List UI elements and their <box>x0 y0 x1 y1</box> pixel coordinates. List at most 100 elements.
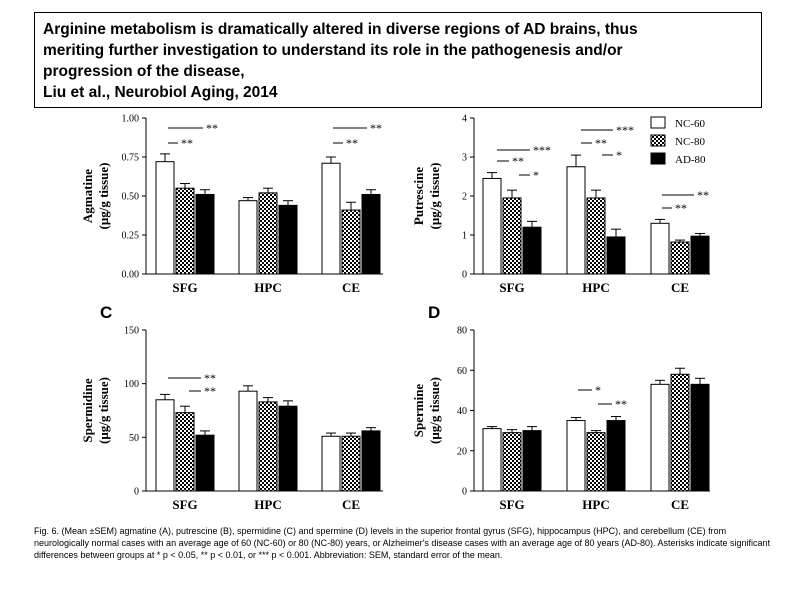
panel-b-bar <box>566 166 586 275</box>
panel-d-y-tick-label: 20 <box>457 446 467 457</box>
figure-caption: Fig. 6. (Mean ±SEM) agmatine (A), putres… <box>34 526 771 560</box>
panel-b-bar <box>606 236 626 275</box>
panel-a-bar <box>238 200 258 275</box>
panel-b-bar <box>522 226 542 275</box>
panel-d-y-tick-label: 80 <box>457 326 467 337</box>
panel-b-bar <box>690 235 710 275</box>
panel-d-bar <box>690 383 710 492</box>
panel-b-significance-label: ** <box>675 201 687 215</box>
panel-a-y-tick-label: 1.00 <box>122 114 140 125</box>
panel-c-bar <box>341 435 361 492</box>
panel-d-y-tick-label: 40 <box>457 406 467 417</box>
panel-d-y-axis-unit: (μg/g tissue) <box>427 377 442 444</box>
legend-swatch-nc-80 <box>650 134 666 147</box>
panel-d-bar <box>482 428 502 492</box>
panel-a-significance-label: ** <box>346 136 358 150</box>
panel-d-bar <box>606 420 626 492</box>
panel-a-x-tick-label: HPC <box>254 280 281 295</box>
panel-a-y-tick-label: 0.75 <box>122 153 140 164</box>
legend-label-ad-80: AD-80 <box>675 154 706 166</box>
panel-d-y-tick-label: 60 <box>457 366 467 377</box>
panel-c-significance-label: ** <box>204 384 216 398</box>
panel-c-bar <box>321 435 341 492</box>
panel-c-bar <box>175 412 195 492</box>
panel-a-y-tick-label: 0.50 <box>122 192 140 203</box>
panel-a-y-axis-label: Agmatine <box>80 169 95 223</box>
panel-b-significance-label: ** <box>512 154 524 168</box>
panel-c-x-tick-label: HPC <box>254 497 281 512</box>
panel-a-y-axis-unit: (μg/g tissue) <box>96 163 111 230</box>
panel-a-x-tick-label: CE <box>342 280 360 295</box>
panel-c-y-tick-label: 50 <box>129 433 139 444</box>
panel-b-y-axis-unit: (μg/g tissue) <box>427 163 442 230</box>
panel-d-bar <box>502 432 522 492</box>
panel-a-y-tick-label: 0.00 <box>122 270 140 281</box>
panel-d-bar <box>670 373 690 492</box>
panel-d-y-axis-label: Spermine <box>411 384 426 438</box>
panel-a-x-tick-label: SFG <box>172 280 197 295</box>
panel-c-y-axis-label: Spermidine <box>80 378 95 443</box>
legend-label-nc-60: NC-60 <box>675 118 705 130</box>
panel-a-significance-label: ** <box>181 136 193 150</box>
panel-d-x-tick-label: HPC <box>582 497 609 512</box>
panel-d-significance-label: * <box>595 383 601 397</box>
title-line-1: Arginine metabolism is dramatically alte… <box>43 21 638 38</box>
panel-b-significance-label: *** <box>616 123 634 137</box>
panel-b-significance-label: ** <box>595 136 607 150</box>
panel-d-bar <box>566 420 586 492</box>
panel-c-y-tick-label: 150 <box>124 326 139 337</box>
panel-a-bar <box>341 209 361 275</box>
panel-d-bar <box>522 430 542 492</box>
panel-b-y-tick-label: 1 <box>462 231 467 242</box>
panel-a-bar <box>155 161 175 275</box>
panel-c-bar <box>361 430 381 492</box>
panel-b-bar <box>586 197 606 275</box>
panel-b-y-tick-label: 2 <box>462 192 467 203</box>
panel-b-significance-label: *** <box>533 143 551 157</box>
panel-b-bar <box>482 177 502 275</box>
panel-a-significance-label: ** <box>206 121 218 135</box>
panel-a-bar <box>278 204 298 275</box>
panel-d-bar <box>650 383 670 492</box>
panel-b-y-axis-label: Putrescine <box>411 167 426 225</box>
panel-a-significance-label: ** <box>370 121 382 135</box>
panel-b-significance-label: ** <box>697 188 709 202</box>
panel-c-bar <box>278 405 298 492</box>
panel-c-bar <box>195 434 215 492</box>
figure-title-box: Arginine metabolism is dramatically alte… <box>34 12 762 108</box>
panel-b-bar <box>502 197 522 275</box>
panel-d-letter: D <box>428 303 440 322</box>
panel-a-bar <box>321 162 341 275</box>
title-line-3: progression of the disease, <box>43 63 245 80</box>
panel-b-y-tick-label: 0 <box>462 270 467 281</box>
panel-c-bar <box>258 401 278 492</box>
panel-c-y-tick-label: 100 <box>124 379 139 390</box>
panel-b-bar <box>670 241 690 275</box>
panel-d-y-tick-label: 0 <box>462 487 467 498</box>
panel-b-significance-label: * <box>533 168 539 182</box>
panel-c-bar <box>238 390 258 492</box>
panel-b-x-tick-label: HPC <box>582 280 609 295</box>
panel-b-x-tick-label: SFG <box>499 280 524 295</box>
panel-c-x-tick-label: CE <box>342 497 360 512</box>
panel-b-y-tick-label: 3 <box>462 153 467 164</box>
panel-c-y-tick-label: 0 <box>134 487 139 498</box>
panel-c-significance-label: ** <box>204 371 216 385</box>
title-line-2: meriting further investigation to unders… <box>43 42 623 59</box>
panel-d-significance-label: ** <box>615 397 627 411</box>
panel-b-significance-label: * <box>616 148 622 162</box>
title-line-4: Liu et al., Neurobiol Aging, 2014 <box>43 84 278 101</box>
panel-c-x-tick-label: SFG <box>172 497 197 512</box>
legend-swatch-ad-80 <box>650 152 666 165</box>
legend-label-nc-80: NC-80 <box>675 136 705 148</box>
panel-c-bar <box>155 399 175 492</box>
legend-swatch-nc-60 <box>650 116 666 129</box>
panel-b-bar <box>650 222 670 275</box>
panel-c-letter: C <box>100 303 112 322</box>
panel-a-bar <box>361 193 381 275</box>
panel-b-x-tick-label: CE <box>671 280 689 295</box>
panel-b-y-tick-label: 4 <box>462 114 467 125</box>
panel-a-bar <box>258 192 278 275</box>
panel-d-x-tick-label: SFG <box>499 497 524 512</box>
